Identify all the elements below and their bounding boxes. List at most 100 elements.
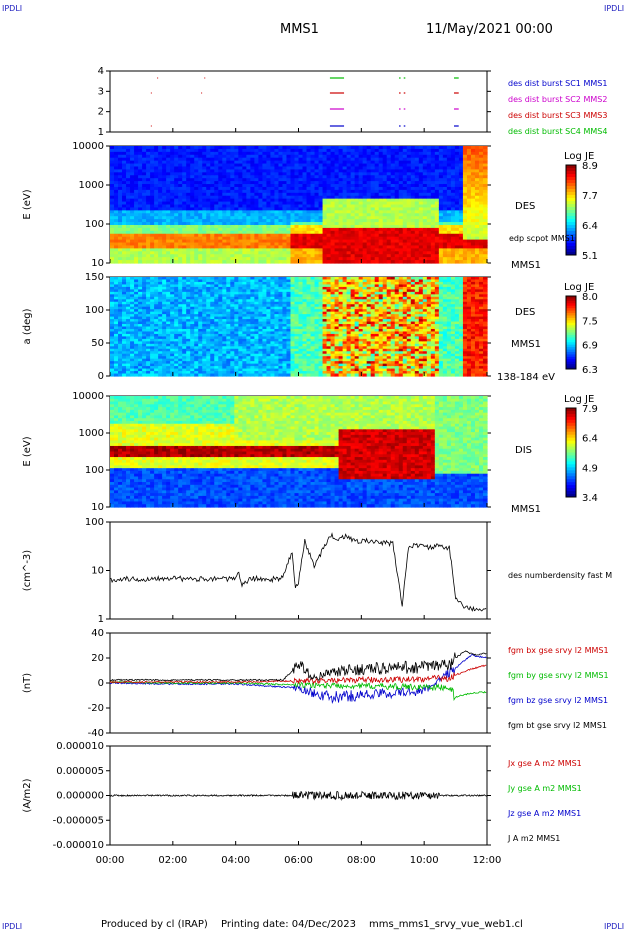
des-energy-cell — [206, 172, 211, 176]
des-energy-cell — [426, 192, 432, 197]
des-energy-cell — [294, 184, 300, 188]
des-energy-cell — [150, 151, 155, 156]
des-energy-cell — [474, 186, 480, 191]
des-energy-cell — [318, 216, 324, 220]
des-energy-cell — [314, 236, 320, 241]
des-energy-cell — [262, 257, 268, 261]
des-energy-cell — [270, 151, 276, 156]
des-energy-cell — [246, 172, 251, 176]
des-pitch-cell — [122, 366, 127, 370]
des-energy-cell — [438, 169, 444, 173]
des-energy-cell — [242, 163, 247, 168]
des-energy-cell — [442, 248, 448, 252]
des-energy-cell — [302, 219, 308, 223]
des-energy-cell — [330, 184, 336, 188]
des-energy-cell — [298, 251, 304, 255]
des-energy-cell — [342, 198, 348, 203]
des-pitch-cell — [146, 316, 151, 320]
des-energy-cell — [478, 163, 484, 168]
des-energy-cell — [390, 260, 396, 264]
des-energy-cell — [270, 154, 276, 159]
des-energy-cell — [174, 242, 179, 247]
des-pitch-cell — [134, 326, 139, 330]
des-energy-cell — [254, 154, 259, 159]
des-energy-cell — [306, 181, 312, 185]
des-pitch-cell — [118, 309, 123, 313]
des-energy-cell — [210, 163, 215, 168]
des-energy-cell — [118, 216, 123, 220]
des-energy-cell — [182, 178, 187, 182]
des-energy-cell — [162, 160, 167, 165]
des-energy-cell — [142, 230, 147, 235]
des-energy-cell — [314, 242, 320, 247]
des-energy-cell — [326, 236, 332, 241]
des-energy-cell — [142, 184, 147, 188]
des-energy-cell — [286, 172, 292, 176]
des-energy-cell — [382, 233, 388, 238]
des-pitch-cell — [214, 338, 219, 342]
des-energy-cell — [434, 251, 440, 255]
des-pitch-cell — [214, 284, 219, 288]
des-energy-cell — [158, 154, 163, 159]
des-pitch-cell — [142, 331, 147, 335]
des-energy-cell — [350, 178, 356, 182]
des-energy-cell — [350, 148, 356, 153]
des-energy-cell — [378, 148, 384, 153]
des-energy-cell — [182, 154, 187, 159]
des-energy-cell — [294, 204, 300, 209]
y-tick-label: 1 — [98, 127, 104, 138]
des-energy-cell — [374, 192, 380, 197]
des-energy-cell — [150, 230, 155, 235]
des-pitch-cell — [134, 363, 139, 367]
des-energy-cell — [274, 251, 280, 255]
des-energy-cell — [426, 245, 432, 249]
des-energy-cell — [126, 222, 131, 226]
des-pitch-cell — [122, 311, 127, 315]
des-pitch-cell — [218, 277, 223, 281]
des-pitch-cell — [178, 356, 183, 360]
des-energy-cell — [286, 219, 292, 223]
des-energy-cell — [218, 216, 223, 220]
des-energy-cell — [370, 213, 376, 217]
des-energy-cell — [218, 236, 223, 241]
des-pitch-cell — [150, 299, 155, 303]
des-pitch-cell — [146, 341, 151, 345]
des-energy-cell — [118, 178, 123, 182]
des-energy-cell — [450, 169, 456, 173]
des-energy-cell — [214, 222, 219, 226]
des-energy-cell — [190, 184, 195, 188]
des-energy-cell — [426, 210, 432, 214]
des-energy-cell — [130, 172, 135, 176]
des-energy-cell — [230, 210, 235, 214]
des-energy-cell — [418, 254, 424, 258]
des-energy-cell — [442, 227, 448, 232]
des-energy-cell — [462, 224, 468, 229]
des-energy-cell — [358, 195, 364, 200]
des-energy-cell — [266, 163, 272, 168]
des-pitch-cell — [194, 301, 199, 305]
des-energy-cell — [194, 160, 199, 165]
des-energy-cell — [278, 160, 284, 165]
des-energy-cell — [386, 160, 392, 165]
des-energy-cell — [394, 230, 400, 235]
des-energy-cell — [282, 219, 288, 223]
des-energy-cell — [246, 198, 251, 203]
des-energy-cell — [358, 181, 364, 185]
des-energy-cell — [174, 251, 179, 255]
des-energy-cell — [410, 178, 416, 182]
des-energy-cell — [454, 260, 460, 264]
des-energy-cell — [170, 154, 175, 159]
des-pitch-cell — [138, 277, 143, 281]
des-energy-cell — [226, 222, 231, 226]
des-energy-cell — [466, 260, 472, 264]
des-energy-cell — [118, 222, 123, 226]
des-pitch-cell — [162, 314, 167, 318]
des-energy-cell — [342, 204, 348, 209]
des-pitch-cell — [122, 309, 127, 313]
des-energy-cell — [222, 201, 227, 206]
des-pitch-cell — [134, 371, 139, 375]
des-energy-cell — [434, 146, 440, 150]
des-energy-cell — [378, 207, 384, 211]
des-energy-cell — [238, 148, 243, 153]
des-energy-cell — [346, 260, 352, 264]
